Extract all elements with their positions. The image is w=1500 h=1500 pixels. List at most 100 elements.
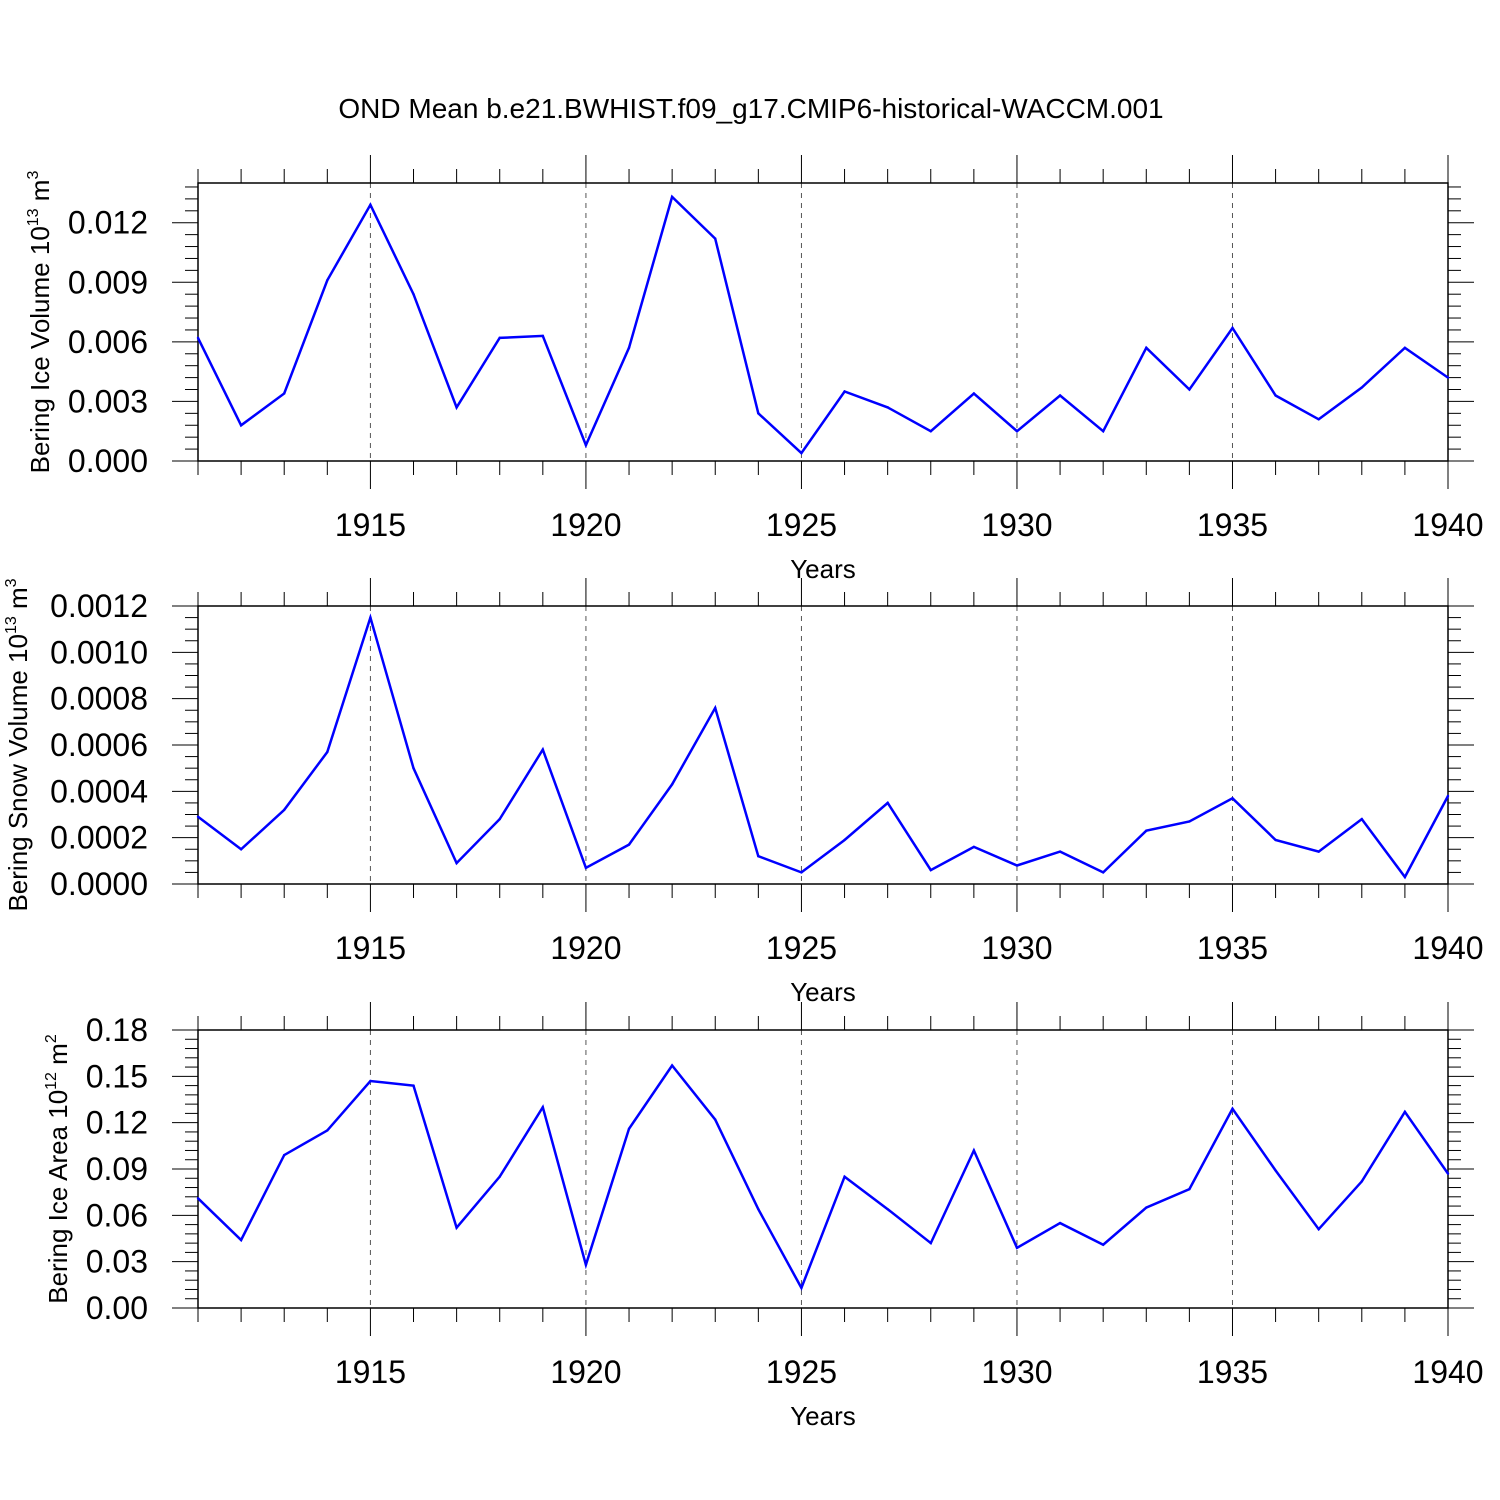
data-point	[886, 1207, 889, 1211]
x-tick-label: 1920	[550, 507, 621, 543]
data-point	[1015, 1246, 1019, 1249]
x-tick-label: 1935	[1197, 930, 1268, 966]
data-point	[800, 451, 803, 455]
data-point	[498, 1175, 501, 1178]
y-tick-label: 0.012	[68, 205, 148, 241]
data-point	[1274, 1169, 1277, 1172]
data-point	[1101, 430, 1105, 433]
data-point	[584, 866, 588, 869]
data-point	[455, 406, 458, 409]
panel-1: 0.000 0.003 0.006 0.009 0.012 1915 1920 1925 193…	[25, 155, 1484, 584]
figure-title: OND Mean b.e21.BWHIST.f09_g17.CMIP6-hist…	[338, 93, 1163, 124]
panel-3: 0.00 0.03 0.06 0.09 0.12 0.15 0.18 1915 1920 1925…	[43, 1002, 1484, 1431]
data-point	[412, 293, 415, 296]
y-axis-label: Bering Ice Volume 1013 m3	[25, 171, 55, 474]
data-point	[1317, 418, 1320, 421]
data-point	[541, 748, 545, 751]
x-tick-label: 1925	[766, 930, 837, 966]
data-point	[627, 346, 631, 350]
data-point	[369, 616, 372, 619]
data-point	[886, 406, 889, 409]
y-tick-label: 0.009	[68, 264, 148, 300]
data-point	[1058, 394, 1062, 397]
data-point	[1188, 1187, 1191, 1191]
y-tick-label: 0.15	[86, 1058, 148, 1094]
x-axis-label: Years	[790, 977, 856, 1007]
panels: 0.000 0.003 0.006 0.009 0.012 1915 1920 1925 193…	[3, 155, 1484, 1431]
plot-frame	[197, 605, 1449, 885]
plot-frame	[197, 1029, 1449, 1309]
data-point	[843, 390, 846, 393]
x-tick-label: 1915	[335, 930, 406, 966]
data-point	[283, 808, 286, 812]
data-point	[1231, 1107, 1234, 1110]
x-tick-label: 1930	[981, 930, 1052, 966]
data-point	[1231, 326, 1234, 330]
y-tick-label: 0.0000	[50, 866, 148, 902]
y-tick-label: 0.0004	[50, 773, 148, 809]
data-point	[1403, 1110, 1407, 1114]
x-tick-label: 1940	[1412, 930, 1483, 966]
series-line	[196, 194, 1449, 455]
data-point	[1360, 817, 1363, 821]
data-point	[929, 868, 932, 872]
x-tick-label: 1925	[766, 507, 837, 543]
x-axis-label: Years	[790, 554, 856, 584]
data-point	[326, 750, 329, 754]
data-point	[326, 1129, 329, 1132]
data-point	[412, 1084, 415, 1087]
data-point	[1403, 346, 1407, 350]
data-point	[196, 1197, 200, 1200]
x-tick-label: 1940	[1412, 1354, 1483, 1390]
plot-frame	[197, 182, 1449, 462]
data-point	[843, 838, 846, 842]
data-point	[1317, 850, 1320, 853]
data-point	[1446, 1172, 1450, 1175]
data-point	[1360, 1180, 1363, 1183]
data-point	[627, 1127, 631, 1131]
data-point	[498, 336, 501, 340]
data-point	[757, 412, 760, 415]
y-axis-label: Bering Ice Area 1012 m2	[43, 1034, 73, 1304]
data-point	[843, 1175, 846, 1178]
series-line	[197, 613, 1450, 880]
series-line	[197, 1063, 1450, 1291]
data-point	[972, 392, 976, 395]
data-point	[670, 783, 674, 786]
x-tick-label: 1930	[981, 507, 1052, 543]
data-point	[369, 203, 372, 207]
y-tick-label: 0.0012	[50, 588, 148, 624]
y-tick-label: 0.0006	[50, 727, 148, 763]
data-point	[1145, 829, 1148, 832]
data-point	[1015, 430, 1019, 433]
data-point	[929, 430, 932, 433]
data-point	[800, 871, 803, 874]
data-point	[239, 1238, 243, 1242]
x-axis-label: Years	[790, 1401, 856, 1431]
y-tick-label: 0.03	[86, 1244, 148, 1280]
data-point	[670, 1064, 674, 1067]
x-tick-label: 1920	[550, 1354, 621, 1390]
panel-2: 0.0000 0.0002 0.0004 0.0006 0.0008 0.0010 0.00…	[3, 578, 1484, 1007]
data-point	[1015, 864, 1019, 867]
data-point	[1058, 850, 1062, 853]
data-point	[1101, 871, 1105, 874]
data-point	[886, 801, 889, 805]
data-point	[714, 706, 717, 710]
y-tick-label: 0.0008	[50, 681, 148, 717]
data-point	[239, 848, 243, 851]
data-point	[283, 1153, 286, 1157]
data-point	[800, 1286, 803, 1290]
data-point	[1446, 376, 1450, 379]
y-tick-label: 0.000	[68, 443, 148, 479]
data-point	[283, 392, 286, 395]
x-tick-label: 1940	[1412, 507, 1483, 543]
data-point	[1446, 794, 1450, 798]
data-point	[584, 1263, 588, 1266]
data-point	[584, 443, 588, 447]
x-tick-label: 1935	[1197, 507, 1268, 543]
data-point	[1360, 386, 1363, 389]
y-tick-label: 0.006	[68, 324, 148, 360]
data-point	[239, 424, 243, 427]
